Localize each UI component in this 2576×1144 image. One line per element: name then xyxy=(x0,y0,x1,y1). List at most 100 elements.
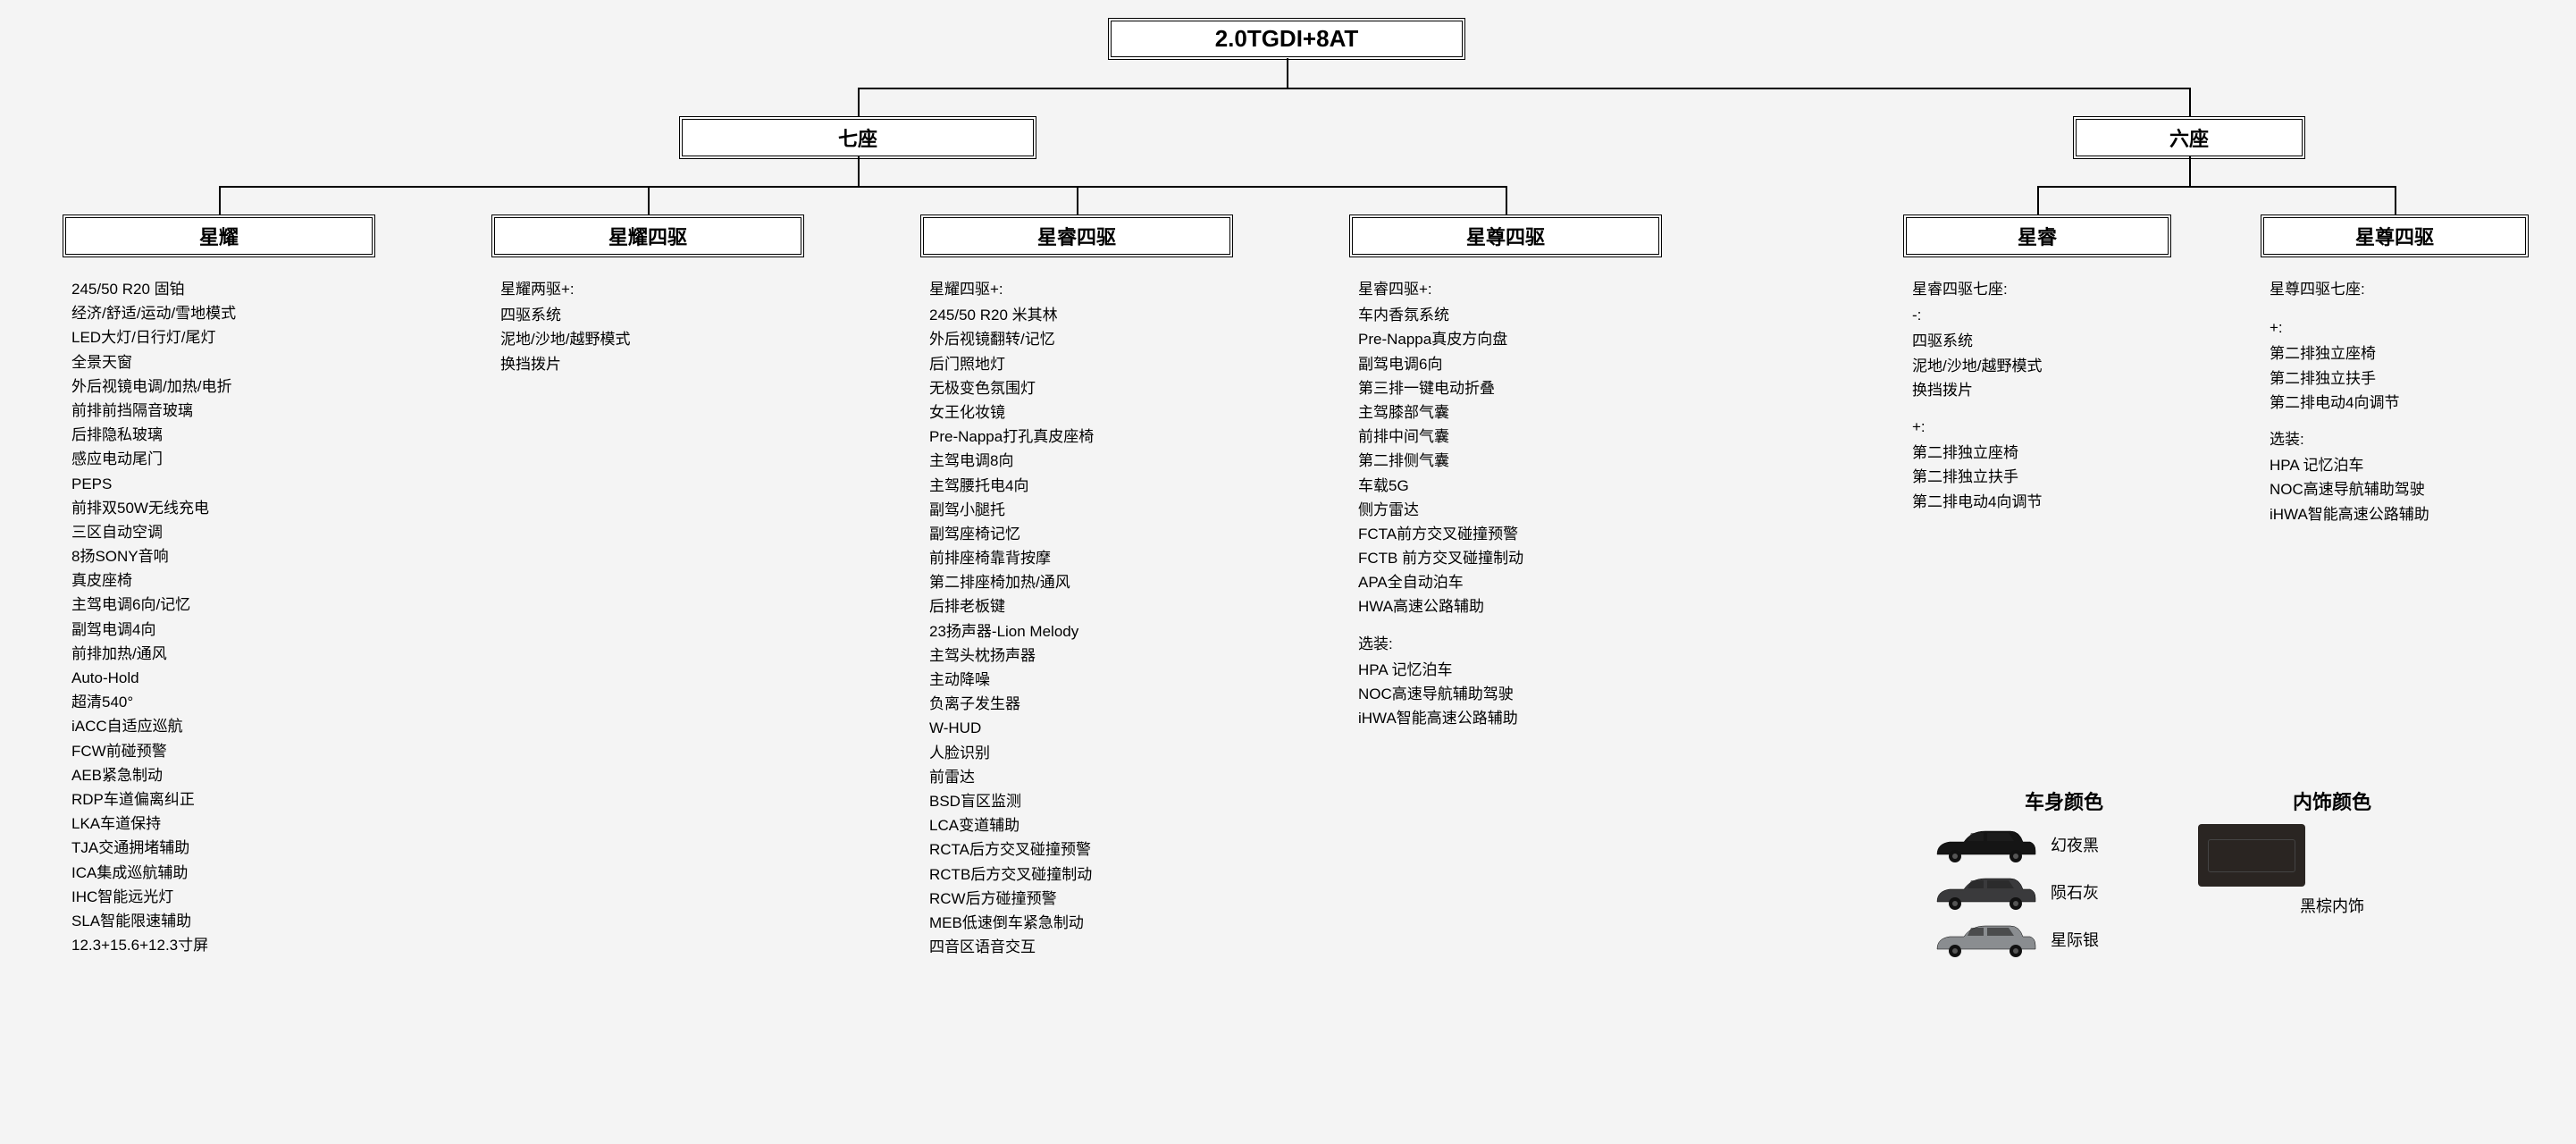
list-item: RDP车道偏离纠正 xyxy=(71,787,236,812)
list-item: 四驱系统 xyxy=(1912,329,2042,353)
trim-box-6: 星尊四驱 xyxy=(2261,214,2529,257)
list-item: HWA高速公路辅助 xyxy=(1358,594,1523,618)
title-box: 2.0TGDI+8AT xyxy=(1108,18,1465,60)
list-header: 星耀四驱+: xyxy=(929,277,1094,301)
interior-image xyxy=(2198,824,2305,887)
list-item: 泥地/沙地/越野模式 xyxy=(500,327,630,351)
list-item: 第二排电动4向调节 xyxy=(1912,490,2042,514)
list-item: SLA智能限速辅助 xyxy=(71,909,236,933)
list-item: W-HUD xyxy=(929,716,1094,740)
swatch-label: 星际银 xyxy=(2051,928,2099,951)
trim-box-4: 星尊四驱 xyxy=(1349,214,1662,257)
list-item: 前雷达 xyxy=(929,765,1094,789)
list-item: 主动降噪 xyxy=(929,668,1094,692)
list-item: 后排老板键 xyxy=(929,594,1094,618)
body-swatches: 幻夜黑 陨石灰 星际银 xyxy=(1930,824,2198,959)
list-item: FCW前碰预警 xyxy=(71,739,236,763)
body-swatch-row: 陨石灰 xyxy=(1930,871,2198,912)
list-item: Auto-Hold xyxy=(71,666,236,690)
body-color-col: 车身颜色 幻夜黑 陨石灰 星际银 xyxy=(1930,786,2198,966)
list-item: 第二排座椅加热/通风 xyxy=(929,570,1094,594)
list-item: 负离子发生器 xyxy=(929,692,1094,716)
body-swatch-row: 幻夜黑 xyxy=(1930,824,2198,864)
color-section: 车身颜色 幻夜黑 陨石灰 星际银 内饰颜色 xyxy=(1930,786,2538,966)
feature-list-4: 星睿四驱+:车内香氛系统Pre-Nappa真皮方向盘副驾电调6向第三排一键电动折… xyxy=(1358,277,1523,730)
car-swatch-icon xyxy=(1930,919,2037,959)
list-item: 第二排侧气囊 xyxy=(1358,449,1523,473)
list-item: 外后视镜翻转/记忆 xyxy=(929,327,1094,351)
list-item: FCTA前方交叉碰撞预警 xyxy=(1358,522,1523,546)
car-swatch-icon xyxy=(1930,871,2037,912)
list-item: 主驾膝部气囊 xyxy=(1358,400,1523,425)
list-item: 泥地/沙地/越野模式 xyxy=(1912,354,2042,378)
list-item: 前排双50W无线充电 xyxy=(71,496,236,520)
list-item: HPA 记忆泊车 xyxy=(2270,453,2429,477)
list-item: 后门照地灯 xyxy=(929,352,1094,376)
interior-swatch-label: 黑棕内饰 xyxy=(2198,894,2466,917)
feature-list-2: 星耀两驱+:四驱系统泥地/沙地/越野模式换挡拨片 xyxy=(500,277,630,376)
feature-list-6: 星尊四驱七座:+:第二排独立座椅第二排独立扶手第二排电动4向调节选装:HPA 记… xyxy=(2270,277,2429,526)
interior-swatch-row xyxy=(2198,824,2466,887)
swatch-label: 幻夜黑 xyxy=(2051,833,2099,856)
list-item: 前排加热/通风 xyxy=(71,642,236,666)
list-plus-header: +: xyxy=(1912,415,2042,439)
list-opt-header: 选装: xyxy=(2270,427,2429,451)
list-item: 超清540° xyxy=(71,690,236,714)
list-item: 主驾电调8向 xyxy=(929,449,1094,473)
list-item: 副驾座椅记忆 xyxy=(929,522,1094,546)
list-item: 第二排独立扶手 xyxy=(2270,366,2429,391)
list-item: LED大灯/日行灯/尾灯 xyxy=(71,325,236,349)
list-item: 主驾电调6向/记忆 xyxy=(71,593,236,617)
list-item: 车载5G xyxy=(1358,474,1523,498)
list-item: 后排隐私玻璃 xyxy=(71,423,236,447)
trim-box-3: 星睿四驱 xyxy=(920,214,1233,257)
list-item: TJA交通拥堵辅助 xyxy=(71,836,236,860)
seven-seat-box: 七座 xyxy=(679,116,1036,159)
list-item: 经济/舒适/运动/雪地模式 xyxy=(71,301,236,325)
list-item: 前排座椅靠背按摩 xyxy=(929,546,1094,570)
list-header: 星耀两驱+: xyxy=(500,277,630,301)
list-item: iACC自适应巡航 xyxy=(71,714,236,738)
list-item: 感应电动尾门 xyxy=(71,447,236,471)
list-item: 侧方雷达 xyxy=(1358,498,1523,522)
list-item: 23扬声器-Lion Melody xyxy=(929,619,1094,644)
trim-box-2: 星耀四驱 xyxy=(491,214,804,257)
list-item: 人脸识别 xyxy=(929,741,1094,765)
list-item: IHC智能远光灯 xyxy=(71,885,236,909)
list-item: NOC高速导航辅助驾驶 xyxy=(1358,682,1523,706)
list-item: PEPS xyxy=(71,472,236,496)
feature-list-1: 245/50 R20 固铂经济/舒适/运动/雪地模式LED大灯/日行灯/尾灯全景… xyxy=(71,277,236,957)
list-plus-header: +: xyxy=(2270,315,2429,340)
list-item: 换挡拨片 xyxy=(500,352,630,376)
list-item: 245/50 R20 固铂 xyxy=(71,277,236,301)
list-item: 副驾电调4向 xyxy=(71,618,236,642)
list-item: 第二排电动4向调节 xyxy=(2270,391,2429,415)
list-header: 星睿四驱七座: xyxy=(1912,277,2042,301)
list-item: Pre-Nappa真皮方向盘 xyxy=(1358,327,1523,351)
trim-box-5: 星睿 xyxy=(1903,214,2171,257)
list-item: 无极变色氛围灯 xyxy=(929,376,1094,400)
list-item: 第二排独立座椅 xyxy=(1912,441,2042,465)
list-item: 前排前挡隔音玻璃 xyxy=(71,399,236,423)
list-item: RCW后方碰撞预警 xyxy=(929,887,1094,911)
list-item: MEB低速倒车紧急制动 xyxy=(929,911,1094,935)
list-item: LKA车道保持 xyxy=(71,812,236,836)
trim-box-1: 星耀 xyxy=(63,214,375,257)
list-item: iHWA智能高速公路辅助 xyxy=(1358,706,1523,730)
interior-color-title: 内饰颜色 xyxy=(2198,786,2466,815)
list-item: 三区自动空调 xyxy=(71,520,236,544)
list-item: 第三排一键电动折叠 xyxy=(1358,376,1523,400)
list-item: 车内香氛系统 xyxy=(1358,303,1523,327)
interior-color-col: 内饰颜色 黑棕内饰 xyxy=(2198,786,2466,966)
list-item: 换挡拨片 xyxy=(1912,378,2042,402)
list-item: LCA变道辅助 xyxy=(929,813,1094,837)
list-item: NOC高速导航辅助驾驶 xyxy=(2270,477,2429,501)
list-item: FCTB 前方交叉碰撞制动 xyxy=(1358,546,1523,570)
list-item: 副驾电调6向 xyxy=(1358,352,1523,376)
list-item: 245/50 R20 米其林 xyxy=(929,303,1094,327)
list-item: HPA 记忆泊车 xyxy=(1358,658,1523,682)
list-item: 副驾小腿托 xyxy=(929,498,1094,522)
list-item: 第二排独立座椅 xyxy=(2270,341,2429,366)
feature-list-3: 星耀四驱+:245/50 R20 米其林外后视镜翻转/记忆后门照地灯无极变色氛围… xyxy=(929,277,1094,959)
list-item: 第二排独立扶手 xyxy=(1912,465,2042,489)
